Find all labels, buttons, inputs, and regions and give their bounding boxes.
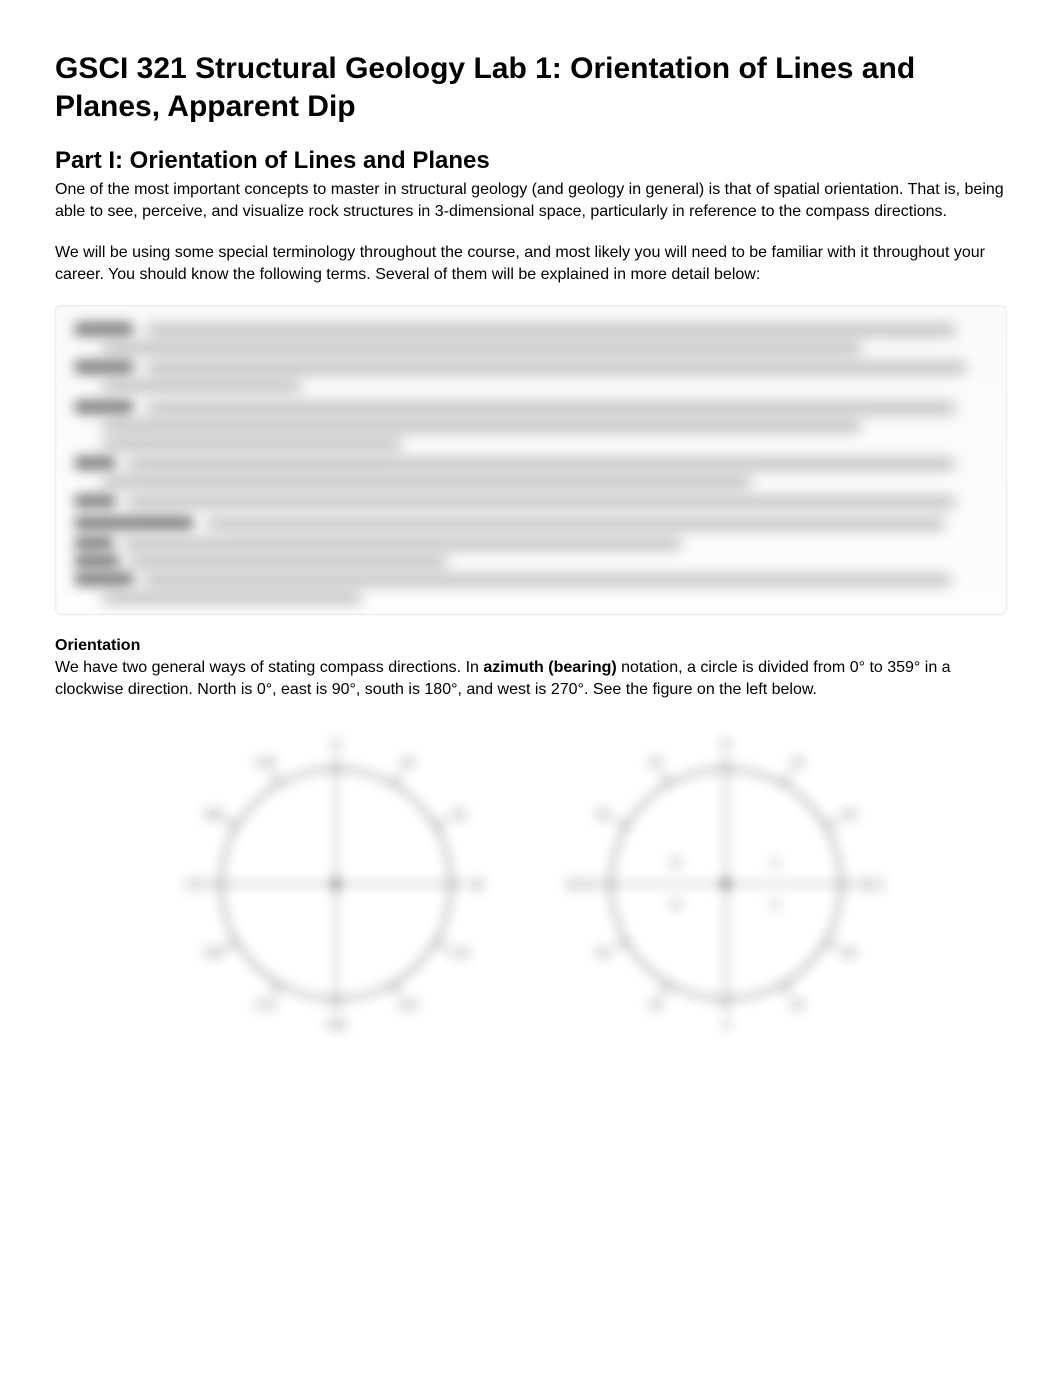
compass-quadrant-figure: N 30 60 90 E 60 30 S 30 60 90 W 60 30 E …: [561, 719, 891, 1049]
compass-right-w: 90 W: [566, 878, 597, 893]
compass-right-inner-w-top: W: [670, 855, 683, 870]
compass-right-nnw: 30: [648, 756, 662, 771]
compass-left-270: 270: [185, 878, 206, 893]
compass-left-240: 240: [203, 946, 224, 961]
compass-right-ese: 60: [842, 946, 856, 961]
compass-left-90: 90: [470, 878, 484, 893]
part1-para1: One of the most important concepts to ma…: [55, 179, 1007, 224]
compass-right-n: N: [721, 738, 731, 753]
page-title: GSCI 321 Structural Geology Lab 1: Orien…: [55, 50, 1007, 125]
compass-right-ene: 60: [842, 808, 856, 823]
terms-definitions-box-blurred: [55, 305, 1007, 615]
compass-right-ssw: 30: [648, 998, 662, 1013]
compass-figures-row: N 30 60 90 120 150 180 210 240 270 300 3…: [55, 719, 1007, 1049]
compass-right-inner-w-bot: W: [670, 897, 683, 912]
orientation-heading: Orientation: [55, 637, 1007, 655]
compass-left-180: 180: [326, 1018, 347, 1033]
compass-azimuth-figure: N 30 60 90 120 150 180 210 240 270 300 3…: [171, 719, 501, 1049]
compass-right-wnw: 60: [596, 808, 610, 823]
compass-left-n: N: [331, 738, 341, 753]
compass-right-s: S: [722, 1018, 730, 1033]
compass-left-60: 60: [452, 808, 466, 823]
compass-left-150: 150: [397, 998, 418, 1013]
compass-left-330: 330: [255, 756, 276, 771]
compass-right-inner-e-top: E: [772, 855, 780, 870]
compass-left-30: 30: [400, 756, 414, 771]
compass-left-210: 210: [255, 998, 276, 1013]
orientation-text-before: We have two general ways of stating comp…: [55, 659, 483, 676]
orientation-text: We have two general ways of stating comp…: [55, 657, 1007, 702]
part1-para2: We will be using some special terminolog…: [55, 242, 1007, 287]
compass-right-inner-e-bot: E: [772, 897, 780, 912]
compass-left-300: 300: [203, 808, 224, 823]
compass-right-wsw: 60: [596, 946, 610, 961]
compass-left-120: 120: [449, 946, 470, 961]
orientation-bold-term: azimuth (bearing): [483, 659, 616, 676]
compass-right-sse: 30: [790, 998, 804, 1013]
compass-right-nne: 30: [790, 756, 804, 771]
compass-right-e: 90 E: [858, 878, 884, 893]
part1-heading: Part I: Orientation of Lines and Planes: [55, 147, 1007, 175]
